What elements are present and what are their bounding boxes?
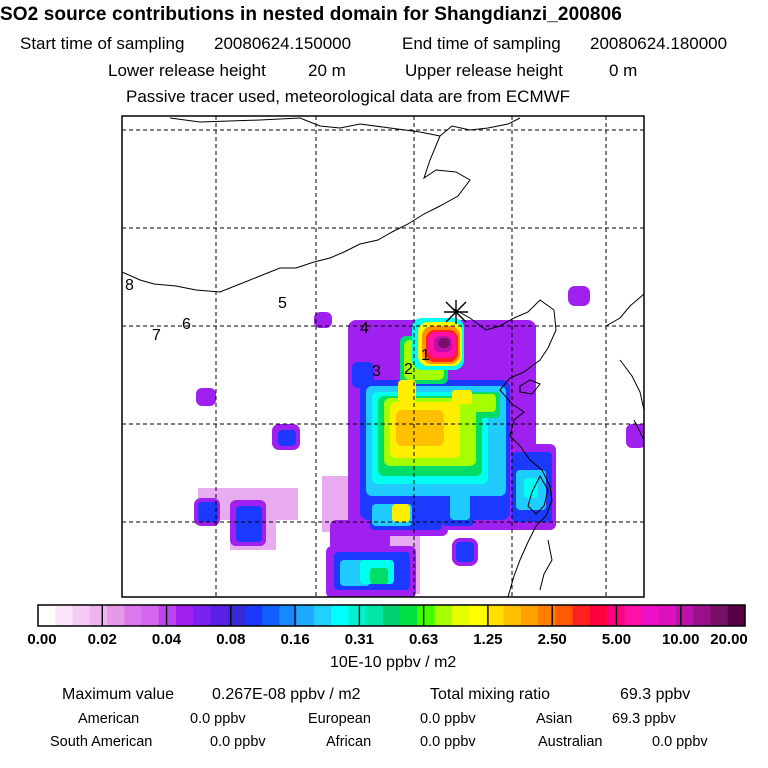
region-label-5: 5 xyxy=(278,295,287,312)
colorbar-swatch xyxy=(124,605,143,626)
region-label-1: 1 xyxy=(421,347,430,364)
colorbar-tick-label: 0.63 xyxy=(409,631,439,648)
american-label: American xyxy=(78,711,140,727)
american-value: 0.0 ppbv xyxy=(190,711,246,727)
units-label: 10E-10 ppbv / m2 xyxy=(330,654,457,671)
colorbar-tick-label: 0.02 xyxy=(87,631,117,648)
colorbar-swatch xyxy=(693,605,712,626)
african-label: African xyxy=(326,734,372,750)
start-time-label: Start time of sampling xyxy=(20,34,185,53)
australian-value: 0.0 ppbv xyxy=(652,734,708,750)
colorbar-swatch xyxy=(141,605,160,626)
colorbar-swatch xyxy=(676,605,694,626)
colorbar-frame xyxy=(37,604,746,627)
region-label-7: 7 xyxy=(152,327,161,344)
max-value: 0.267E-08 ppbv / m2 xyxy=(212,686,361,703)
start-time-value: 20080624.150000 xyxy=(214,34,352,53)
colorbar-swatch xyxy=(262,605,281,626)
colorbar-swatch xyxy=(38,605,56,626)
total-mixing-label: Total mixing ratio xyxy=(430,686,551,703)
region-label-3: 3 xyxy=(372,363,381,380)
colorbar-swatch xyxy=(555,605,574,626)
colorbar-swatch xyxy=(382,605,401,626)
colorbar-swatch xyxy=(244,605,263,626)
end-time-value: 20080624.180000 xyxy=(590,34,728,53)
colorbar-swatch xyxy=(175,605,194,626)
colorbar-swatch xyxy=(158,605,177,626)
south-american-value: 0.0 ppbv xyxy=(210,734,266,750)
total-mixing-value: 69.3 ppbv xyxy=(620,686,691,703)
colorbar-swatch xyxy=(313,605,332,626)
boundary-lines xyxy=(122,117,644,597)
concentration-field xyxy=(194,286,644,597)
colorbar-tick-label: 0.04 xyxy=(151,631,182,648)
colorbar-tick-label: 0.08 xyxy=(216,631,246,648)
colorbar-swatch xyxy=(486,605,505,626)
colorbar-swatch xyxy=(589,605,608,626)
colorbar-swatch xyxy=(434,605,453,626)
colorbar-swatch xyxy=(658,605,677,626)
region-label-2: 2 xyxy=(404,361,413,378)
colorbar-swatch xyxy=(641,605,660,626)
upper-height-label: Upper release height xyxy=(405,61,563,80)
asian-label: Asian xyxy=(536,711,573,727)
colorbar-tick-label: 10.00 xyxy=(661,631,700,648)
colorbar-tick-label: 0.00 xyxy=(27,631,57,648)
colorbar-swatch xyxy=(72,605,91,626)
colorbar-tick-label: 1.25 xyxy=(473,631,503,648)
south-american-label: South American xyxy=(50,734,153,750)
upper-height-value: 0 m xyxy=(609,61,638,80)
colorbar-swatch xyxy=(624,605,643,626)
max-value-label: Maximum value xyxy=(62,686,175,703)
colorbar-swatch xyxy=(193,605,212,626)
colorbar-swatch xyxy=(451,605,470,626)
colorbar-swatch xyxy=(210,605,229,626)
colorbar-swatch xyxy=(538,605,556,626)
asian-value: 69.3 ppbv xyxy=(612,711,676,727)
colorbar-swatch xyxy=(279,605,298,626)
page-title: SO2 source contributions in nested domai… xyxy=(0,4,622,25)
colorbar-swatch xyxy=(469,605,487,626)
end-time-label: End time of sampling xyxy=(402,34,561,53)
european-value: 0.0 ppbv xyxy=(420,711,476,727)
colorbar-tick-label: 5.00 xyxy=(601,631,632,648)
colorbar-tick-label: 0.31 xyxy=(344,631,374,648)
colorbar-swatch xyxy=(710,605,729,626)
region-label-8: 8 xyxy=(125,277,134,294)
colorbar-tick-label: 0.16 xyxy=(280,631,310,648)
european-label: European xyxy=(308,711,371,727)
region-label-6: 6 xyxy=(182,316,191,333)
colorbar-swatch xyxy=(55,605,74,626)
lower-height-value: 20 m xyxy=(308,61,346,80)
colorbar-swatch xyxy=(89,605,108,626)
colorbar-swatch xyxy=(106,605,125,626)
map-frame xyxy=(121,115,645,598)
lat-lon-grid xyxy=(122,116,644,597)
colorbar-tick-label: 2.50 xyxy=(537,631,567,648)
african-value: 0.0 ppbv xyxy=(420,734,476,750)
region-label-4: 4 xyxy=(360,320,369,337)
x-star-icon xyxy=(444,300,468,324)
colorbar-swatch xyxy=(572,605,591,626)
colorbar-swatch xyxy=(400,605,418,626)
colorbar-swatch xyxy=(727,605,746,626)
colorbar-swatch xyxy=(296,605,315,626)
colorbar-swatch xyxy=(331,605,349,626)
lower-height-label: Lower release height xyxy=(108,61,266,80)
colorbar-swatch xyxy=(417,605,436,626)
colorbar-swatch xyxy=(227,605,246,626)
colorbar-tick-label: 20.00 xyxy=(710,631,748,648)
australian-label: Australian xyxy=(538,734,603,750)
colorbar-swatch xyxy=(503,605,522,626)
colorbar xyxy=(37,604,746,627)
colorbar-swatch xyxy=(520,605,539,626)
colorbar-swatch xyxy=(348,605,367,626)
tracer-note: Passive tracer used, meteorological data… xyxy=(126,87,571,106)
colorbar-swatch xyxy=(365,605,384,626)
